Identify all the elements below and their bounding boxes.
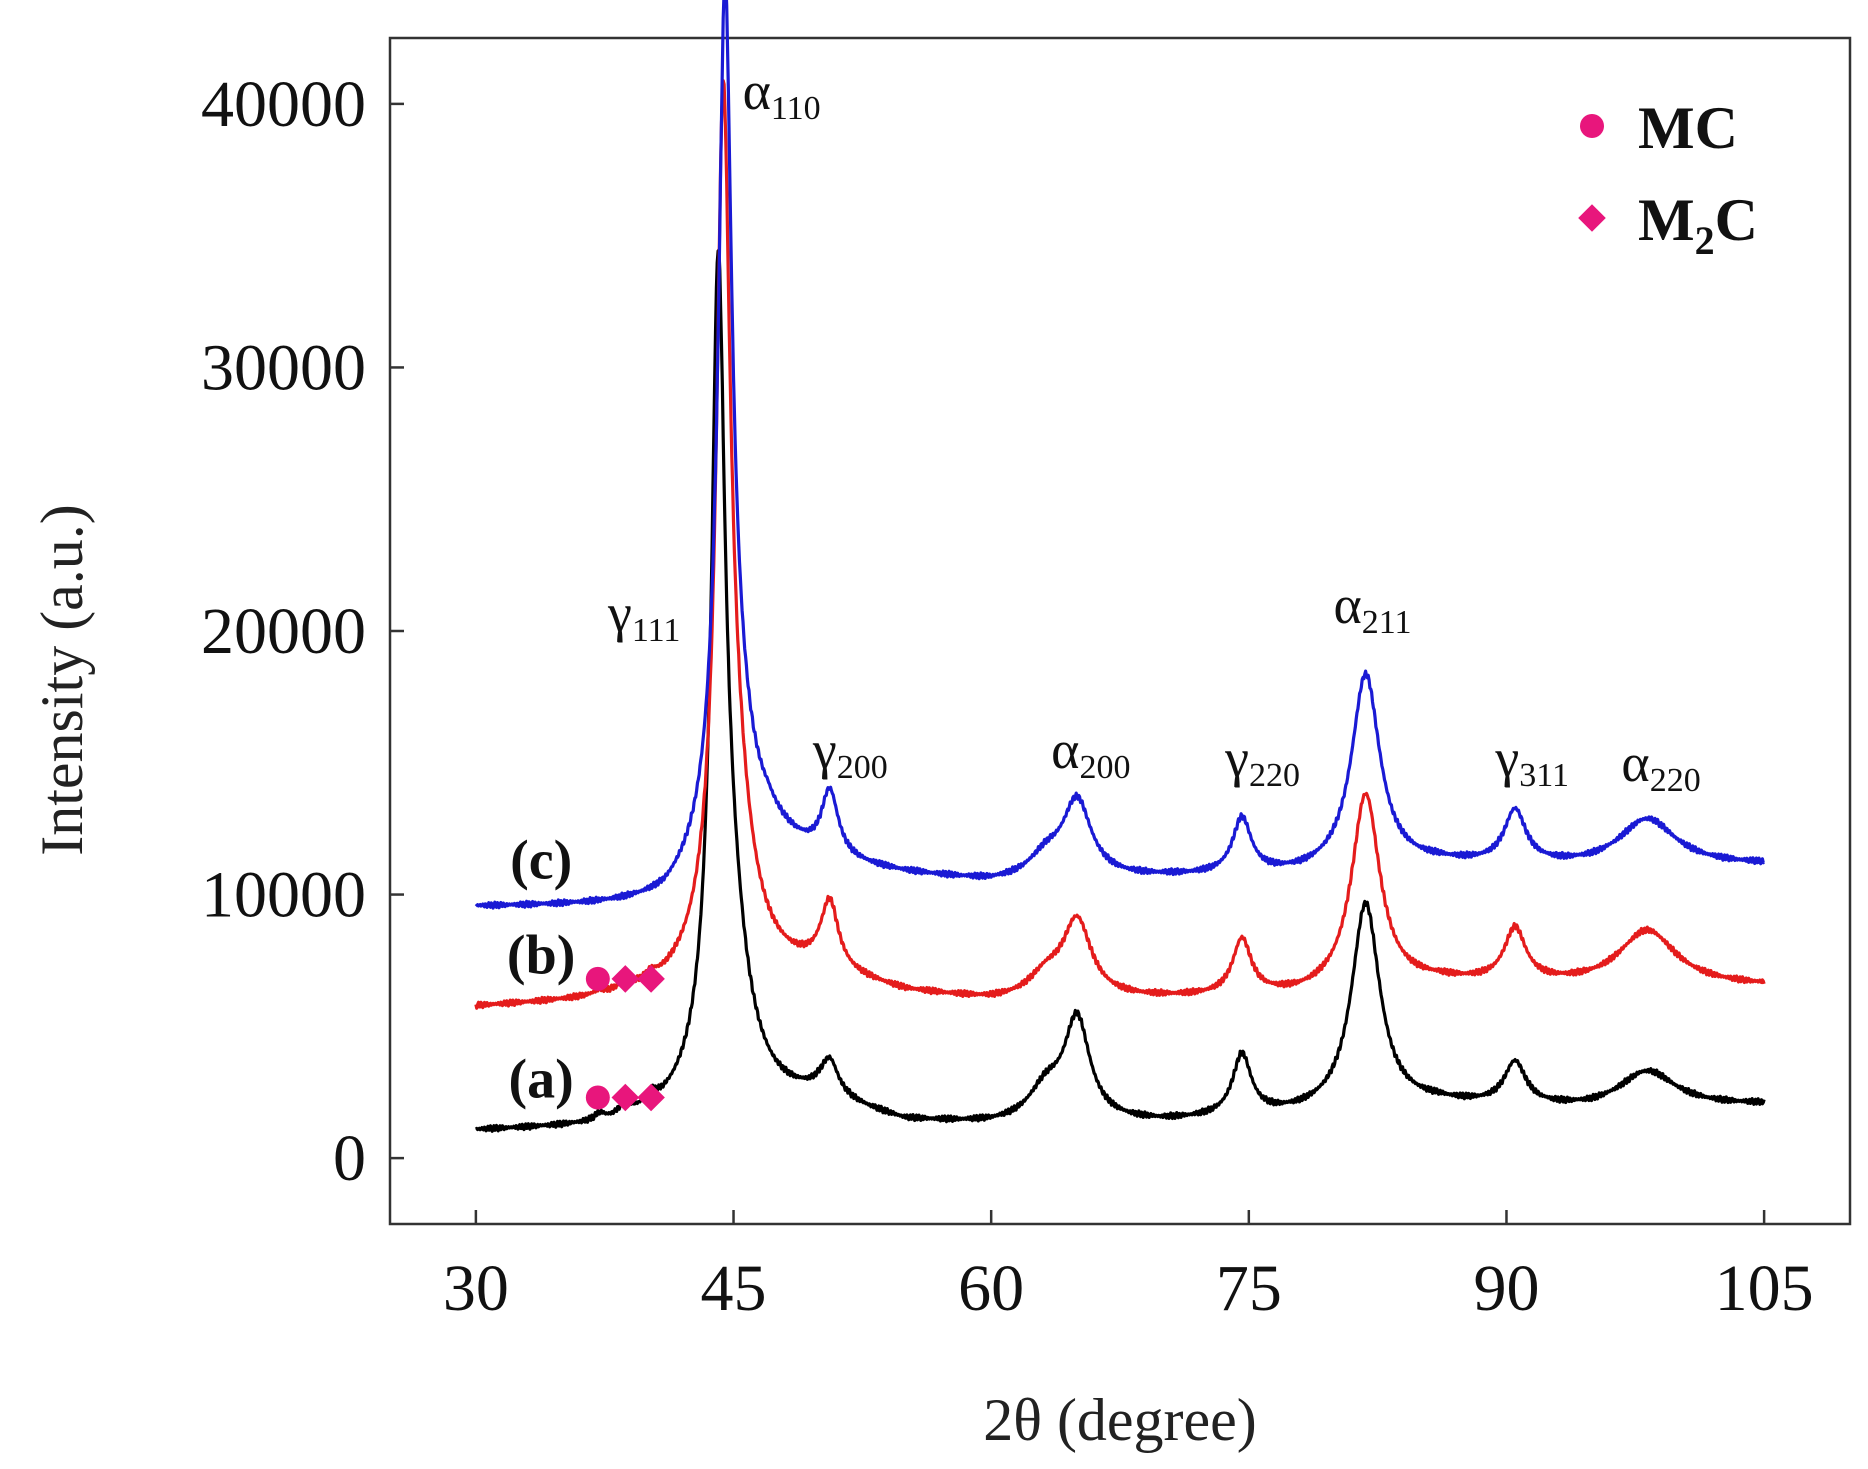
peak-symbol: α xyxy=(1051,720,1079,780)
x-tick-label: 90 xyxy=(1473,1252,1539,1325)
x-axis-title: 2θ (degree) xyxy=(983,1387,1257,1453)
trace-b xyxy=(474,79,1766,1010)
axis-ticks: 30 45 60 75 90 105 0 10000 20000 30000 40000 xyxy=(201,68,1814,1325)
legend-m2c-marker xyxy=(1578,204,1606,232)
legend-main: M xyxy=(1638,187,1695,253)
phase-markers xyxy=(585,965,665,1112)
peak-index: 200 xyxy=(1079,749,1130,786)
trace-a xyxy=(474,248,1766,1133)
peak-label: α200 xyxy=(1051,720,1130,786)
y-tick-label: 30000 xyxy=(201,331,366,404)
curve-label: (a) xyxy=(509,1048,574,1110)
peak-index: 111 xyxy=(632,612,680,649)
peak-index: 311 xyxy=(1519,757,1569,794)
peak-symbol: α xyxy=(1333,575,1361,635)
peak-index: 110 xyxy=(771,90,821,127)
legend-sub: 2 xyxy=(1695,218,1715,263)
x-tick-label: 105 xyxy=(1715,1252,1814,1325)
peak-symbol: γ xyxy=(1494,728,1519,788)
mc-marker xyxy=(585,966,610,991)
peak-index: 200 xyxy=(837,749,888,786)
legend-main: MC xyxy=(1638,95,1738,161)
x-tick-label: 30 xyxy=(443,1252,509,1325)
xrd-traces xyxy=(474,0,1766,1133)
mc-marker xyxy=(585,1085,610,1110)
peak-label: γ220 xyxy=(1224,728,1300,794)
curve-labels: (c) (b) (a) xyxy=(507,830,575,1111)
peak-label: γ200 xyxy=(812,720,888,786)
x-tick-label: 60 xyxy=(958,1252,1024,1325)
peak-label: α110 xyxy=(743,61,821,127)
peak-index: 220 xyxy=(1650,762,1701,799)
m2c-marker xyxy=(637,1083,665,1112)
y-tick-label: 10000 xyxy=(201,859,366,932)
x-tick-label: 75 xyxy=(1216,1252,1282,1325)
x-tick-label: 45 xyxy=(701,1252,767,1325)
y-tick-label: 0 xyxy=(333,1122,366,1195)
trace-c xyxy=(474,0,1765,910)
m2c-marker xyxy=(611,1083,640,1112)
legend-tail: C xyxy=(1715,187,1758,253)
legend-mc-marker xyxy=(1580,114,1604,138)
peak-index: 220 xyxy=(1249,757,1300,794)
peak-symbol: α xyxy=(743,61,771,121)
legend-label: MC xyxy=(1638,95,1738,161)
peak-index: 211 xyxy=(1362,604,1412,641)
curve-label: (c) xyxy=(510,830,572,892)
y-tick-label: 40000 xyxy=(201,68,366,141)
peak-symbol: γ xyxy=(1224,728,1249,788)
peak-symbol: α xyxy=(1621,733,1649,793)
curve-label: (b) xyxy=(507,925,575,987)
legend-label: M2C xyxy=(1638,187,1758,263)
peak-label: α220 xyxy=(1621,733,1700,799)
peak-symbol: γ xyxy=(812,720,837,780)
peak-label: α211 xyxy=(1333,575,1411,641)
y-axis-title: Intensity (a.u.) xyxy=(29,504,95,856)
y-tick-label: 20000 xyxy=(201,595,366,668)
peak-symbol: γ xyxy=(607,583,632,643)
peak-label: γ111 xyxy=(607,583,680,649)
m2c-marker xyxy=(637,965,665,993)
peak-label: γ311 xyxy=(1494,728,1569,794)
m2c-marker xyxy=(611,965,640,993)
